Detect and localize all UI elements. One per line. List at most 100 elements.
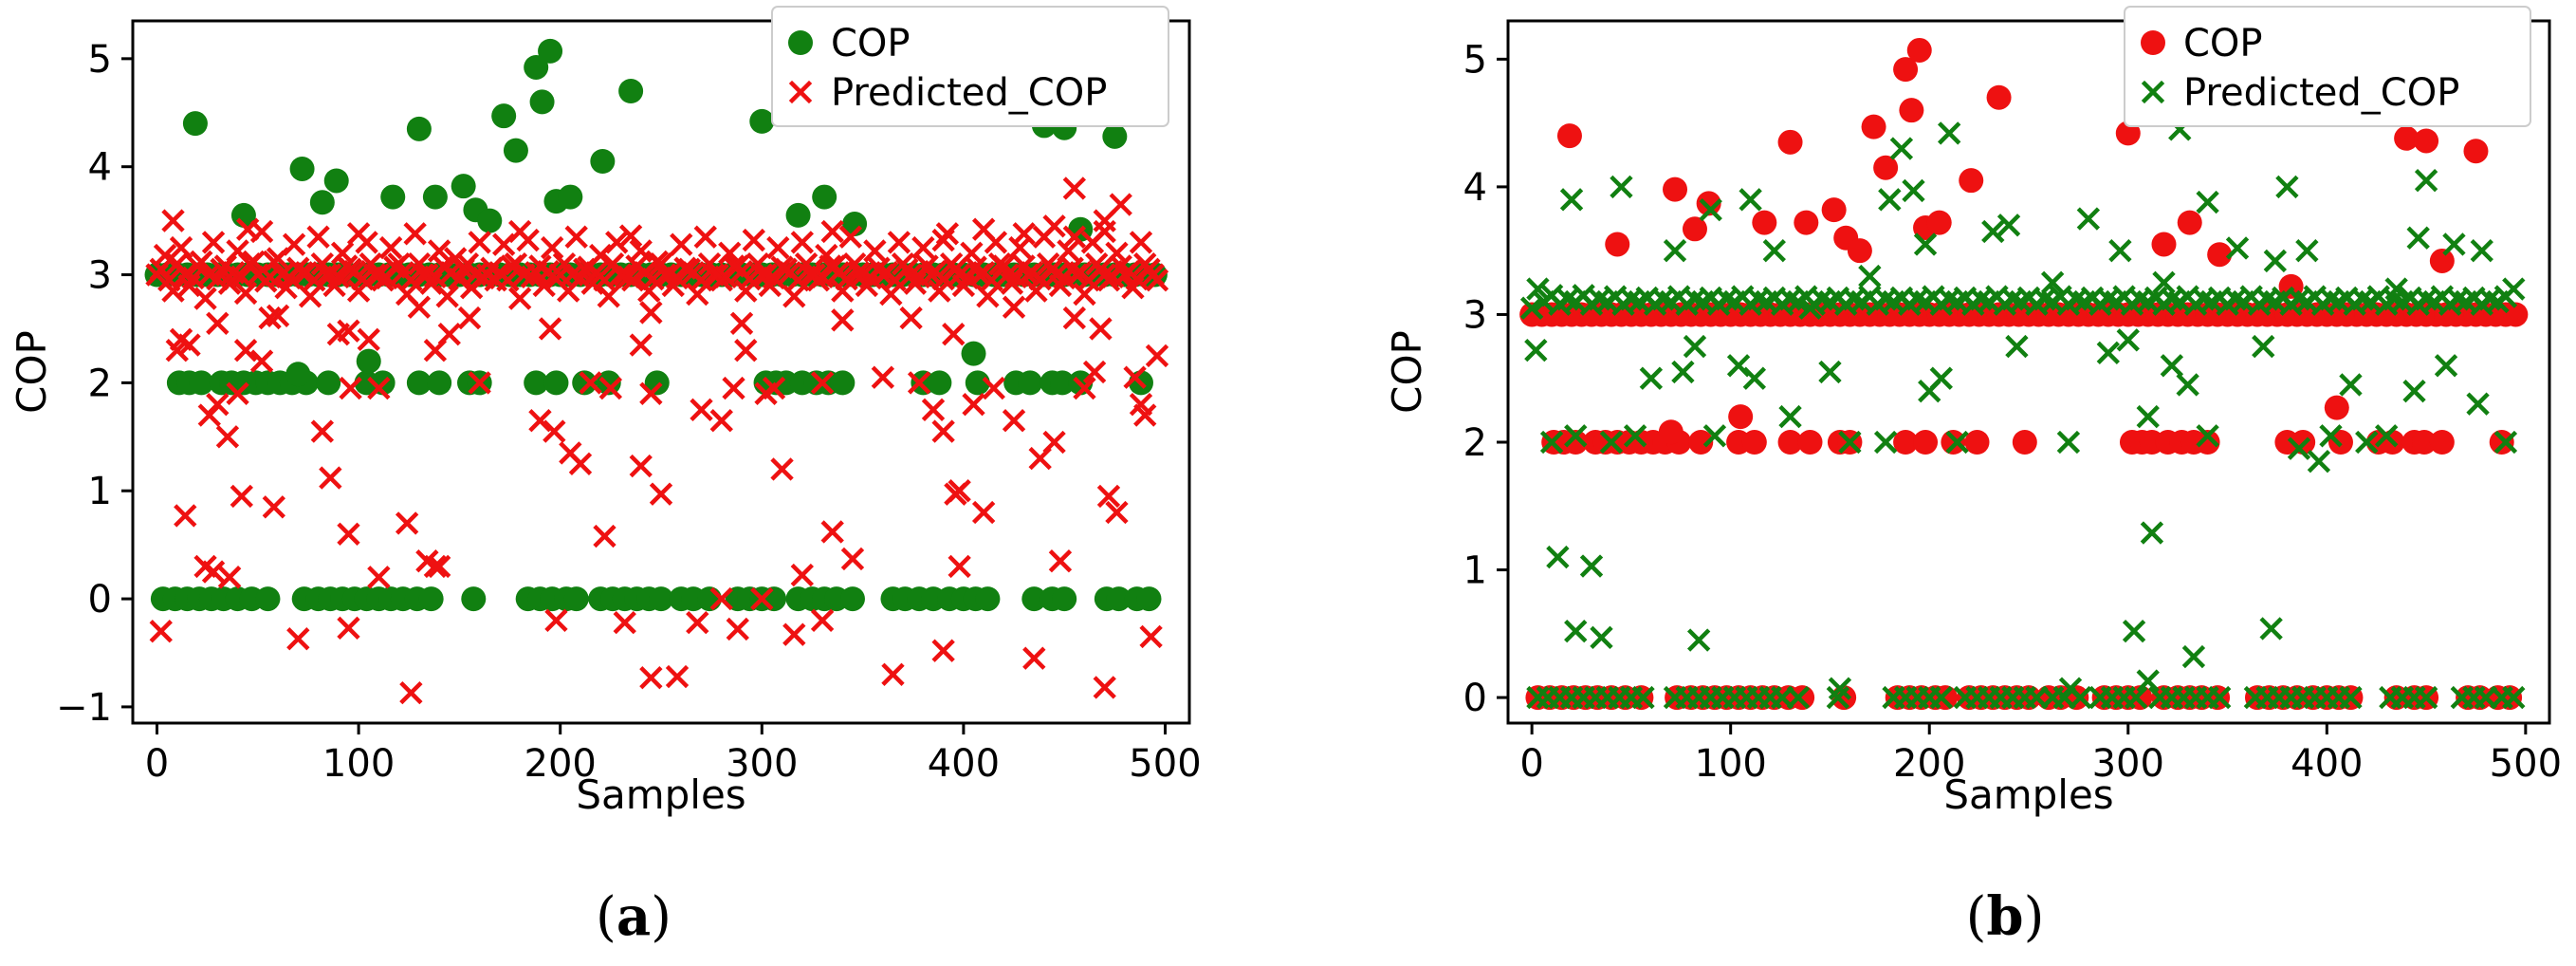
- data-point-x: [2287, 437, 2311, 460]
- data-point-x: [2196, 190, 2219, 214]
- legend-marker-x: [788, 80, 813, 104]
- data-point-x: [1145, 344, 1169, 368]
- data-point-x: [907, 371, 931, 395]
- data-point-x: [2160, 354, 2184, 378]
- data-point-x: [2140, 521, 2164, 545]
- y-tick-label: 3: [1463, 293, 1487, 337]
- data-point: [839, 586, 865, 612]
- x-tick-label: 100: [1695, 742, 1767, 786]
- data-point-x: [1686, 628, 1711, 652]
- data-point: [1050, 370, 1076, 396]
- data-point: [1696, 191, 1721, 216]
- data-point-x: [1699, 197, 1722, 222]
- data-point-x: [2040, 270, 2065, 294]
- data-point-x: [2136, 404, 2160, 429]
- data-point: [2463, 139, 2489, 164]
- data-point: [2127, 685, 2153, 711]
- x-tick-label: 500: [2490, 742, 2562, 786]
- data-point-x: [1129, 392, 1153, 417]
- data-point-x: [639, 666, 663, 690]
- data-point: [1932, 685, 1958, 711]
- x-tick-label: 200: [1893, 742, 1965, 786]
- plot-frame: [131, 19, 1191, 725]
- data-point-x: [881, 662, 905, 686]
- data-point-x: [1762, 239, 1786, 263]
- data-point-x: [665, 664, 690, 689]
- data-point-x: [2122, 619, 2146, 643]
- data-point: [697, 586, 723, 612]
- y-tick-label: 0: [88, 578, 112, 622]
- data-point-x: [541, 235, 564, 260]
- data-point-x: [734, 339, 758, 362]
- data-point-x: [790, 563, 814, 587]
- data-point-x: [883, 269, 907, 292]
- y-tick-label: 4: [88, 146, 112, 190]
- data-point-x: [899, 306, 923, 330]
- data-point-x: [435, 285, 459, 308]
- x-tick-label: 0: [145, 742, 169, 786]
- data-point: [1106, 586, 1132, 612]
- data-point-x: [838, 225, 863, 249]
- data-point-x: [1022, 646, 1046, 670]
- data-point-x: [544, 608, 568, 633]
- data-point: [1790, 685, 1815, 711]
- data-point-x: [206, 392, 230, 417]
- y-tick-label: −1: [56, 686, 112, 730]
- data-point-x: [1109, 193, 1132, 216]
- y-tick-label: 1: [88, 470, 112, 513]
- y-tick-label: 4: [1463, 166, 1487, 210]
- data-point-x: [319, 466, 342, 490]
- data-point: [503, 138, 528, 163]
- data-point-x: [693, 225, 717, 249]
- data-point-x: [931, 228, 955, 252]
- data-point: [1605, 232, 1630, 257]
- data-point-x: [637, 279, 661, 303]
- data-point: [563, 586, 589, 612]
- data-point-x: [2116, 328, 2140, 352]
- legend-label: Predicted_COP: [831, 71, 1107, 115]
- data-point-x: [931, 639, 955, 662]
- x-axis-label: Samples: [1943, 771, 2113, 818]
- data-point: [649, 586, 673, 612]
- legend-box: [2124, 6, 2531, 127]
- data-point-x: [2259, 617, 2283, 641]
- data-point-x: [1526, 277, 1550, 301]
- data-point-x: [1929, 366, 1953, 390]
- data-point-x: [161, 279, 185, 303]
- data-point-x: [337, 522, 360, 546]
- data-point-x: [1937, 121, 1961, 145]
- data-point-x: [1671, 360, 1695, 384]
- data-point-x: [337, 616, 360, 640]
- data-point-x: [1057, 239, 1080, 263]
- data-point-x: [201, 231, 226, 254]
- data-point-x: [262, 250, 285, 274]
- data-point-x: [528, 409, 552, 433]
- x-tick-label: 100: [322, 742, 395, 786]
- data-point: [1847, 238, 1872, 264]
- data-point-x: [1818, 360, 1842, 384]
- legend-label: Predicted_COP: [2183, 71, 2459, 115]
- data-point: [2328, 430, 2353, 455]
- data-point-x: [1002, 409, 1026, 433]
- data-point-x: [1639, 366, 1664, 390]
- data-point: [785, 202, 811, 228]
- data-point-x: [2275, 175, 2299, 199]
- data-point-x: [2025, 685, 2049, 710]
- data-point-x: [722, 376, 745, 400]
- data-point-x: [206, 311, 230, 335]
- data-point-x: [2252, 334, 2275, 359]
- data-point: [1861, 114, 1886, 139]
- data-point-x: [2355, 430, 2379, 455]
- data-point-x: [962, 392, 985, 417]
- data-point-x: [249, 349, 274, 373]
- data-point: [285, 362, 311, 387]
- data-point-x: [226, 381, 249, 405]
- legend-marker-circle: [788, 30, 813, 55]
- data-point-x: [427, 554, 451, 579]
- data-point: [491, 103, 517, 129]
- data-point: [1777, 430, 1803, 455]
- data-point-x: [1129, 231, 1153, 254]
- data-point-x: [598, 376, 623, 400]
